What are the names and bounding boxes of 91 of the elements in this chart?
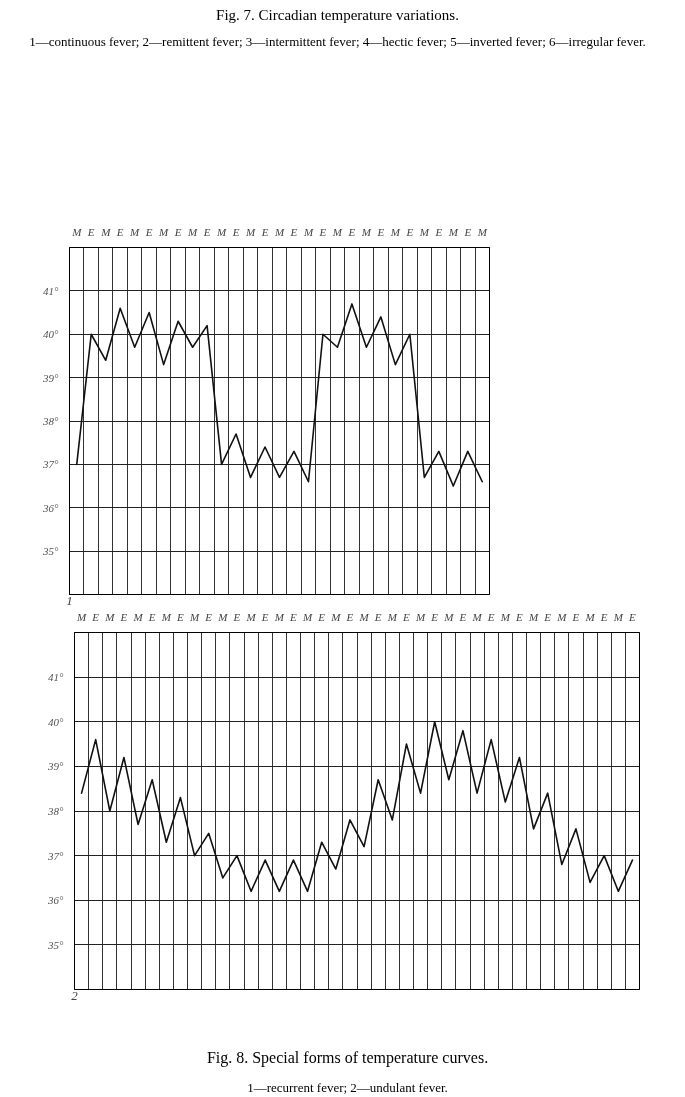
x-tick-label: E: [405, 225, 414, 238]
x-tick-label: E: [543, 610, 552, 623]
y-tick-label: 37°: [47, 849, 65, 862]
x-tick-label: M: [301, 610, 313, 623]
x-tick-label: M: [476, 225, 488, 238]
x-tick-label: E: [260, 225, 269, 238]
x-tick-label: E: [402, 610, 411, 623]
x-tick-label: M: [443, 610, 455, 623]
x-tick-label: M: [273, 610, 285, 623]
x-tick-label: E: [260, 610, 269, 623]
y-tick-label: 36°: [42, 501, 60, 514]
x-tick-label: E: [463, 225, 472, 238]
x-tick-label: E: [173, 225, 182, 238]
x-tick-label: E: [345, 610, 354, 623]
x-tick-label: E: [204, 610, 213, 623]
x-tick-label: M: [244, 225, 256, 238]
x-tick-label: E: [347, 225, 356, 238]
y-tick-label: 40°: [48, 715, 65, 728]
x-tick-label: M: [245, 610, 257, 623]
x-tick-label: E: [628, 610, 637, 623]
caption: Fig. 7. Circadian temperature variations.: [215, 6, 460, 25]
x-tick-label: M: [612, 610, 624, 623]
x-tick-label: M: [330, 610, 342, 623]
x-tick-label: M: [389, 225, 401, 238]
y-tick-label: 40°: [43, 328, 60, 341]
x-tick-label: M: [358, 610, 370, 623]
x-axis-title: 1: [66, 592, 73, 608]
x-tick-label: M: [187, 225, 199, 238]
x-tick-label: M: [75, 610, 87, 623]
x-tick-label: E: [515, 610, 524, 623]
x-tick-label: E: [376, 225, 385, 238]
x-tick-label: E: [289, 610, 298, 623]
x-tick-label: M: [158, 225, 170, 238]
x-tick-label: M: [584, 610, 596, 623]
y-tick-label: 37°: [42, 458, 60, 471]
x-tick-label: M: [71, 225, 83, 238]
x-tick-label: E: [434, 225, 443, 238]
x-tick-label: E: [458, 610, 467, 623]
x-tick-label: M: [556, 610, 568, 623]
y-tick-label: 41°: [43, 284, 60, 297]
x-tick-label: E: [232, 610, 241, 623]
x-tick-label: M: [527, 610, 539, 623]
x-tick-label: E: [318, 225, 327, 238]
x-tick-label: M: [217, 610, 229, 623]
x-tick-label: M: [471, 610, 483, 623]
x-tick-label: M: [132, 610, 144, 623]
x-tick-label: E: [486, 610, 495, 623]
x-tick-label: E: [91, 610, 100, 623]
y-tick-label: 38°: [47, 805, 65, 817]
y-tick-label: 38°: [42, 415, 60, 427]
x-tick-label: M: [418, 225, 430, 238]
x-tick-label: M: [104, 610, 116, 623]
text: 1—recurrent fever; 2—undulant fever.: [246, 1079, 449, 1097]
x-tick-label: M: [129, 225, 141, 238]
x-tick-label: E: [231, 225, 240, 238]
x-tick-label: M: [273, 225, 285, 238]
y-tick-label: 35°: [42, 545, 60, 558]
x-tick-label: M: [160, 610, 172, 623]
text: 1—continuous fever; 2—remittent fever; 3—intermittent fever; 4—hectic fever; 5—inverted fever; 6—irregular fever.: [28, 33, 647, 51]
y-tick-label: 36°: [47, 894, 65, 907]
x-tick-label: M: [414, 610, 426, 623]
x-tick-label: E: [115, 225, 124, 238]
x-tick-label: M: [499, 610, 511, 623]
x-tick-label: M: [100, 225, 112, 238]
x-tick-label: M: [386, 610, 398, 623]
x-tick-label: E: [86, 225, 95, 238]
x-tick-label: M: [447, 225, 459, 238]
text: Fig. 8. Special forms of temperature curves.: [205, 1048, 490, 1069]
x-tick-label: E: [119, 610, 128, 623]
x-tick-label: E: [147, 610, 156, 623]
x-tick-label: M: [360, 225, 372, 238]
line-series: [75, 303, 484, 487]
y-tick-label: 41°: [48, 671, 65, 684]
x-tick-label: E: [176, 610, 185, 623]
x-tick-label: E: [571, 610, 580, 623]
y-tick-label: 39°: [47, 760, 65, 773]
x-tick-label: E: [430, 610, 439, 623]
x-tick-label: E: [373, 610, 382, 623]
y-tick-label: 39°: [42, 371, 60, 384]
x-tick-label: E: [144, 225, 153, 238]
x-axis-title: 2: [71, 987, 79, 1003]
x-tick-label: E: [317, 610, 326, 623]
x-tick-label: E: [289, 225, 298, 238]
x-tick-label: E: [599, 610, 608, 623]
line-series: [80, 720, 634, 893]
x-tick-label: M: [302, 225, 314, 238]
x-tick-label: E: [202, 225, 211, 238]
x-tick-label: M: [188, 610, 200, 623]
x-tick-label: M: [215, 225, 227, 238]
x-tick-label: M: [331, 225, 343, 238]
y-tick-label: 35°: [47, 938, 65, 951]
